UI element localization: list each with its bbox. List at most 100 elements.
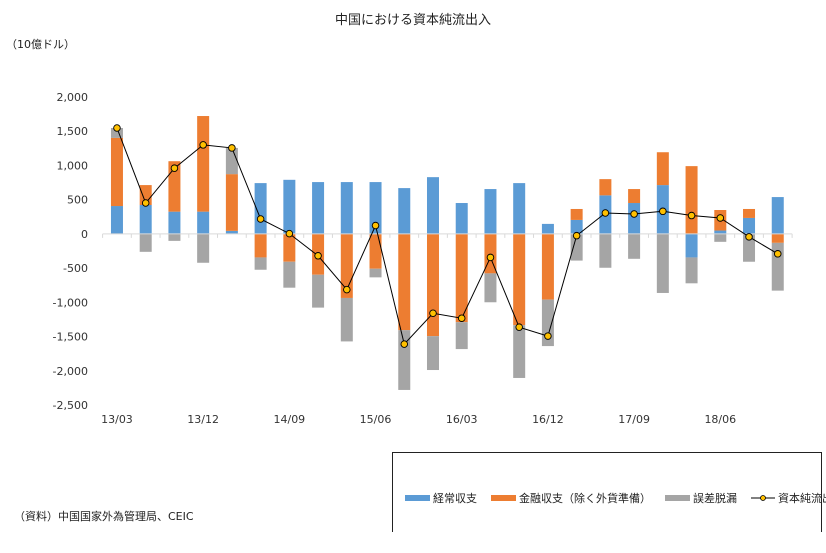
- net-capital-flow-point: [343, 285, 351, 294]
- bar-segment: [225, 147, 238, 175]
- net-capital-flow-point: [141, 199, 150, 207]
- legend-item-current-account: 経常収支: [405, 490, 477, 506]
- bar-segment: [771, 197, 784, 234]
- bar-segment: [225, 230, 238, 234]
- bar-segment: [283, 233, 296, 262]
- legend-swatch: [491, 495, 516, 501]
- bar-segment: [369, 233, 382, 269]
- bar-segment: [628, 233, 641, 259]
- bar-segment: [110, 206, 123, 234]
- bar-segment: [714, 233, 727, 242]
- bar-segment: [197, 233, 210, 263]
- bar-segment: [743, 208, 756, 218]
- net-capital-flow-point: [630, 210, 638, 218]
- bar-segment: [398, 233, 411, 331]
- bar-segment: [225, 174, 238, 231]
- net-capital-flow-point: [659, 207, 667, 216]
- bar-segment: [254, 257, 267, 270]
- net-capital-flow-line: [116, 127, 779, 346]
- bar-segment: [197, 211, 210, 234]
- y-tick-label: 1,000: [57, 159, 89, 172]
- bar-segment: [541, 223, 554, 234]
- x-tick-label: 18/06: [704, 413, 736, 426]
- bar-segment: [455, 322, 468, 350]
- net-capital-flow-point: [774, 250, 782, 258]
- x-tick-label: 16/12: [532, 413, 564, 426]
- x-tick-label: 13/12: [187, 413, 219, 426]
- y-tick-label: 500: [67, 194, 88, 207]
- net-capital-flow-point: [601, 209, 610, 217]
- net-capital-flow-point: [687, 211, 696, 220]
- bar-segment: [513, 325, 526, 378]
- bar-segment: [398, 188, 411, 234]
- x-tick-label: 17/09: [618, 413, 650, 426]
- x-tick-label: 15/06: [360, 413, 392, 426]
- bar-segment: [168, 161, 181, 212]
- net-capital-flow-point: [400, 340, 409, 348]
- net-capital-flow-point: [170, 164, 179, 172]
- bar-segment: [771, 233, 784, 243]
- legend-label: 誤差脱漏: [693, 492, 737, 505]
- bar-segment: [168, 233, 181, 241]
- bar-segment: [312, 182, 325, 234]
- bar-segment: [254, 183, 267, 234]
- net-capital-flow-point: [113, 124, 121, 132]
- bar-segment: [426, 233, 439, 337]
- legend-swatch: [665, 495, 690, 501]
- bar-segment: [656, 233, 669, 293]
- net-capital-flow-point: [457, 314, 466, 322]
- net-capital-flow-point: [256, 215, 265, 223]
- bar-segment: [513, 183, 526, 234]
- bar-segment: [570, 208, 583, 220]
- bar-segment: [628, 203, 641, 234]
- net-capital-flow-point: [745, 233, 753, 241]
- legend-item-net-capital-flow: 資本純流出入: [751, 490, 826, 506]
- y-tick-label: -2,000: [53, 365, 88, 378]
- legend-item-errors-omissions: 誤差脱漏: [665, 490, 737, 506]
- bar-segment: [714, 230, 727, 234]
- legend-label: 資本純流出入: [778, 492, 826, 505]
- bar-segment: [771, 242, 784, 291]
- bar-segment: [139, 233, 152, 252]
- net-capital-flow-point: [544, 332, 552, 340]
- bar-segment: [283, 179, 296, 234]
- bar-segment: [340, 182, 353, 234]
- bar-segment: [685, 233, 698, 258]
- bar-segment: [484, 273, 497, 303]
- bar-segment: [628, 189, 641, 204]
- net-capital-flow-point: [371, 221, 380, 230]
- x-tick-label: 14/09: [273, 413, 305, 426]
- net-capital-flow-point: [199, 141, 207, 149]
- net-capital-flow-point: [285, 229, 294, 238]
- bar-segment: [541, 233, 554, 300]
- bar-segment: [599, 233, 612, 268]
- bar-segment: [110, 128, 123, 138]
- net-capital-flow-point: [228, 144, 236, 152]
- net-capital-flow-point: [716, 214, 725, 222]
- net-capital-flow-point: [515, 323, 523, 331]
- bar-segment: [685, 166, 698, 234]
- bar-segment: [656, 152, 669, 186]
- legend-line-marker-icon: [751, 495, 775, 501]
- bar-segment: [743, 217, 756, 234]
- bar-segment: [283, 261, 296, 288]
- net-capital-flow-point: [429, 309, 437, 318]
- legend-swatch: [405, 495, 430, 501]
- y-axis-unit-label: （10億ドル）: [6, 38, 75, 51]
- legend-label: 経常収支: [433, 492, 477, 505]
- bar-segment: [455, 203, 468, 234]
- legend-label: 金融収支（除く外貨準備）: [519, 492, 651, 505]
- bar-segment: [369, 182, 382, 234]
- x-tick-label: 16/03: [446, 413, 478, 426]
- net-capital-flow-point: [314, 252, 322, 260]
- legend-item-financial-account: 金融収支（除く外貨準備）: [491, 490, 651, 506]
- y-tick-label: -500: [63, 262, 88, 275]
- bar-segment: [197, 116, 210, 212]
- bar-segment: [484, 189, 497, 234]
- bar-segment: [312, 274, 325, 308]
- legend: 経常収支 金融収支（除く外貨準備） 誤差脱漏 資本純流出入: [392, 452, 826, 532]
- bar-segment: [426, 177, 439, 234]
- y-tick-label: -1,000: [53, 296, 88, 309]
- y-tick-label: -1,500: [53, 331, 88, 344]
